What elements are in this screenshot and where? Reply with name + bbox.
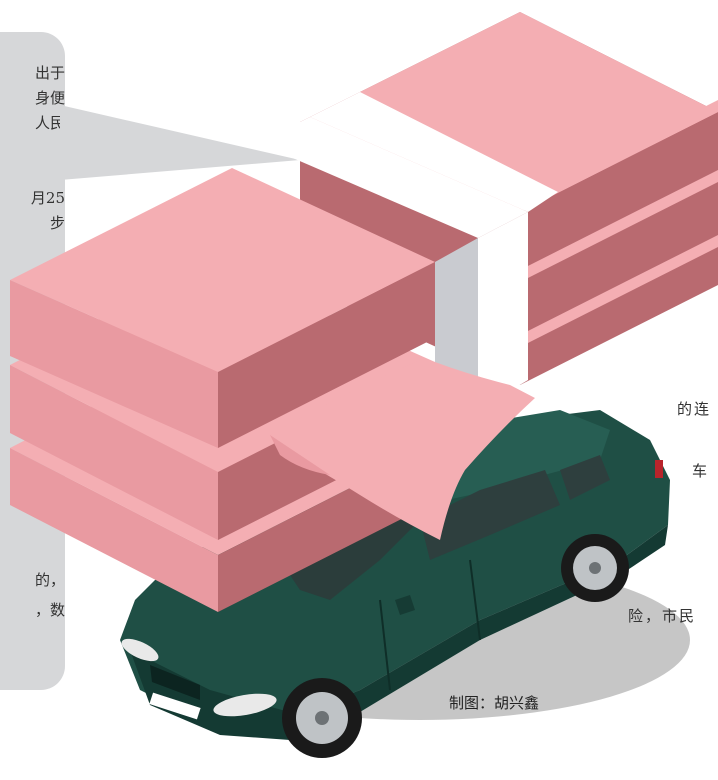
right-text-2: 车 <box>692 462 710 480</box>
front-wheel <box>282 678 362 758</box>
bubble-line-5: 步 <box>49 214 65 232</box>
illustration-credit: 制图：胡兴鑫 <box>449 694 540 712</box>
bubble-line-2: 身便 <box>34 89 65 107</box>
bubble-line-4: 月25 <box>30 189 65 207</box>
bubble-line-1: 出于 <box>34 64 65 82</box>
bubble-line-6: 的， <box>34 571 65 589</box>
money-stack-illustration <box>10 12 718 612</box>
right-text-1: 的连 <box>677 400 712 418</box>
right-text-3: 险，市民 <box>628 607 697 625</box>
bubble-line-3: 人民 <box>34 114 65 132</box>
bubble-tail <box>60 105 300 180</box>
bubble-line-7: ，数 <box>34 601 65 619</box>
rear-wheel <box>561 534 629 602</box>
